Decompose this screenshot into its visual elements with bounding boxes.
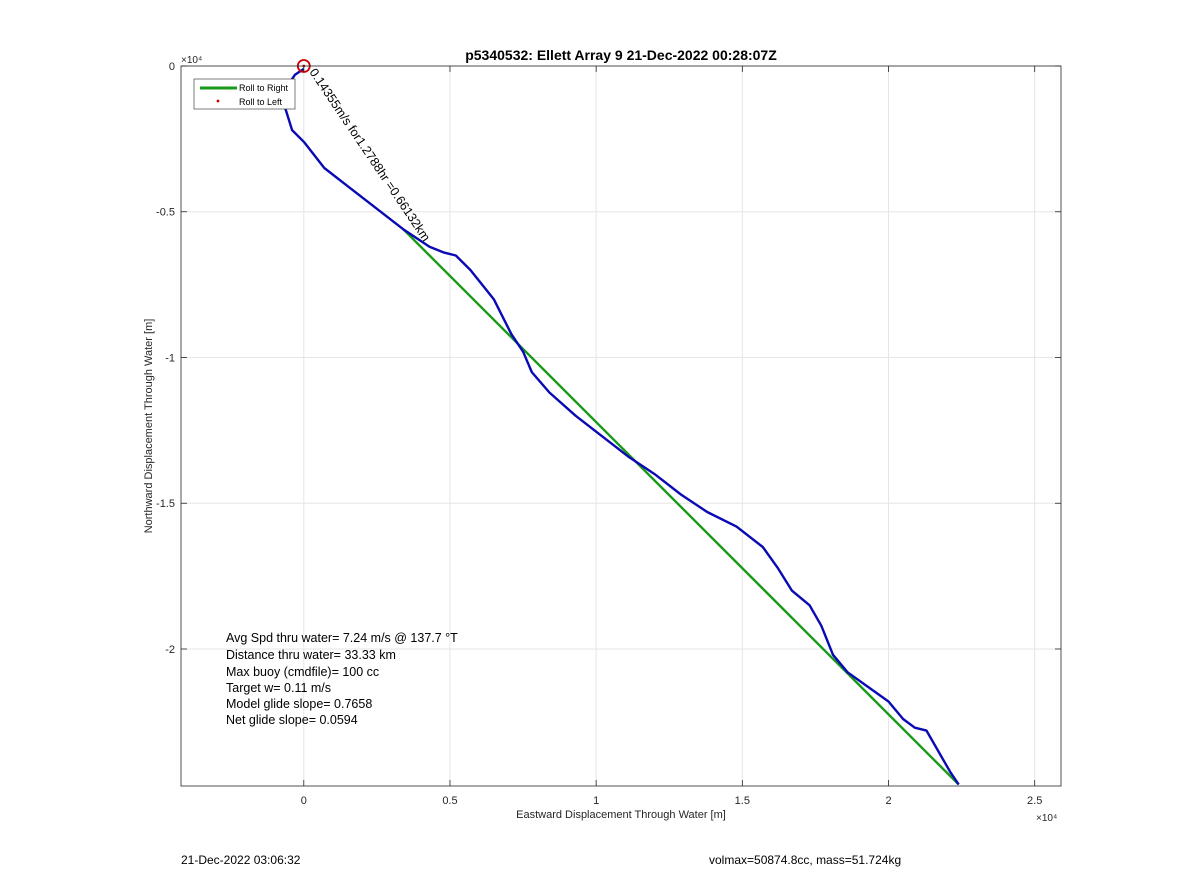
stat-target-w: Target w= 0.11 m/s <box>226 681 331 695</box>
footer-timestamp: 21-Dec-2022 03:06:32 <box>181 853 301 867</box>
legend-label-roll-right: Roll to Right <box>239 83 289 93</box>
tick-layer: 0 0.5 1 1.5 2 2.5 0 -0.5 -1 -1.5 -2 <box>156 61 1061 807</box>
legend: Roll to Right Roll to Left <box>193 78 296 110</box>
stat-model-glide-slope: Model glide slope= 0.7658 <box>226 697 372 711</box>
x-tick-label: 2 <box>885 795 891 807</box>
x-tick-label: 0 <box>301 795 307 807</box>
stat-net-glide-slope: Net glide slope= 0.0594 <box>226 713 358 727</box>
legend-label-roll-left: Roll to Left <box>239 97 283 107</box>
y-tick-label: -1.5 <box>156 498 175 510</box>
grid-lines <box>181 65 1061 786</box>
y-tick-label: -1 <box>165 352 175 364</box>
stat-distance: Distance thru water= 33.33 km <box>226 648 396 662</box>
x-tick-label: 1 <box>593 795 599 807</box>
y-tick-label: -2 <box>165 644 175 656</box>
y-tick-label: -0.5 <box>156 207 175 219</box>
x-exponent-label: ×10⁴ <box>1036 813 1057 824</box>
chart-title: p5340532: Ellett Array 9 21-Dec-2022 00:… <box>465 47 777 63</box>
x-tick-label: 0.5 <box>442 795 457 807</box>
y-exponent-label: ×10⁴ <box>181 55 202 66</box>
legend-swatch-roll-left <box>216 99 220 103</box>
x-tick-label: 1.5 <box>735 795 750 807</box>
stat-max-buoy: Max buoy (cmdfile)= 100 cc <box>226 665 379 679</box>
series-line-track <box>282 67 960 786</box>
y-tick-label: 0 <box>169 61 175 73</box>
x-tick-label: 2.5 <box>1027 795 1042 807</box>
x-axis-label: Eastward Displacement Through Water [m] <box>516 809 726 821</box>
stats-block: Avg Spd thru water= 7.24 m/s @ 137.7 °T … <box>226 631 458 727</box>
axes-box <box>180 65 1062 787</box>
plot-area <box>181 66 1061 786</box>
y-axis-label: Northward Displacement Through Water [m] <box>143 319 155 534</box>
legend-box <box>193 78 296 110</box>
stat-avg-speed: Avg Spd thru water= 7.24 m/s @ 137.7 °T <box>226 631 458 645</box>
footer-vol-mass: volmax=50874.8cc, mass=51.724kg <box>709 853 902 867</box>
series-line-roll-right <box>402 228 960 786</box>
